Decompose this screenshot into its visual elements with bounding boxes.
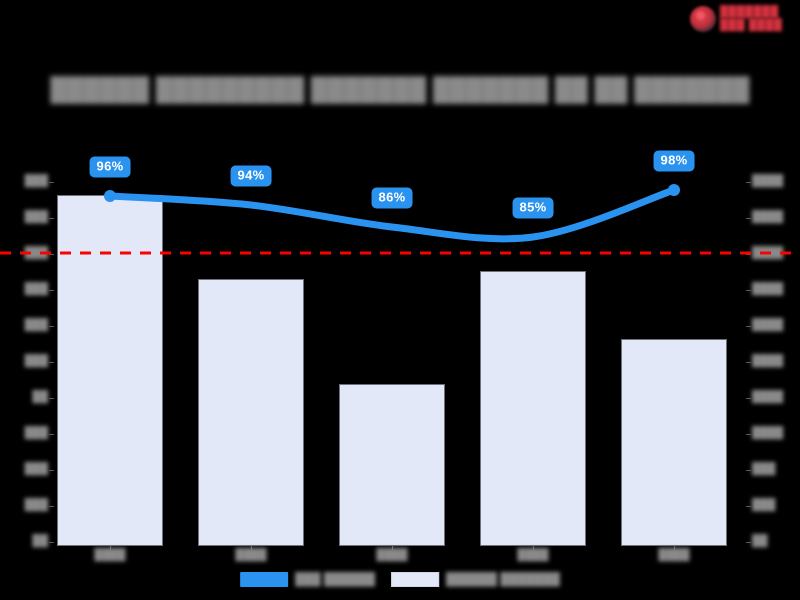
data-label-3: 86% — [371, 187, 413, 209]
x-axis-tick-mark — [674, 545, 675, 550]
left-axis-tick-label: ███ — [24, 463, 48, 475]
x-axis-tick-label: ████ — [658, 549, 690, 561]
left-axis-tick-mark — [49, 398, 54, 399]
legend-line-series[interactable]: ███ ██████ — [240, 572, 375, 587]
right-axis-tick-label: ████ — [752, 211, 784, 223]
right-axis-tick-mark — [746, 362, 751, 363]
data-label-1: 96% — [89, 156, 131, 178]
logo-wordmark-line-1: ███████ — [720, 6, 779, 18]
legend-line-swatch — [240, 572, 289, 587]
left-axis-tick-label: ███ — [24, 427, 48, 439]
data-label-4: 85% — [512, 197, 554, 219]
right-axis-tick-label: ███ — [752, 463, 776, 475]
right-axis-tick-mark — [746, 290, 751, 291]
company-logo: ███████ ███ ████ — [690, 2, 794, 36]
logo-wordmark: ███████ ███ ████ — [720, 7, 782, 31]
trend-line-series — [106, 186, 678, 243]
left-axis-tick-mark — [49, 182, 54, 183]
right-axis-tick-label: ████ — [752, 427, 784, 439]
bar-3[interactable] — [340, 385, 444, 545]
left-axis-tick-mark — [49, 218, 54, 219]
x-axis-tick-label: ████ — [517, 549, 549, 561]
left-axis-tick-mark — [49, 326, 54, 327]
right-axis-tick-label: ████ — [752, 319, 784, 331]
data-label-2: 94% — [230, 165, 272, 187]
right-axis-tick-label: ██ — [752, 535, 768, 547]
bar-2[interactable] — [199, 280, 303, 545]
y-axis-left: ███ ███ ███ ███ ███ ███ ██ ███ ███ ███ ██ — [0, 170, 56, 547]
left-axis-tick-label: ███ — [24, 283, 48, 295]
left-axis-tick-label: ███ — [24, 211, 48, 223]
right-axis-tick-mark — [746, 542, 751, 543]
bar-4[interactable] — [481, 272, 585, 545]
right-axis-tick-mark — [746, 182, 751, 183]
left-axis-tick-mark — [49, 542, 54, 543]
left-axis-tick-label: ███ — [24, 175, 48, 187]
left-axis-tick-label: ███ — [24, 499, 48, 511]
legend-bar-series[interactable]: ██████ ███████ — [391, 572, 560, 587]
legend-label: ██████ ███████ — [446, 572, 560, 586]
right-axis-tick-label: ████ — [752, 391, 784, 403]
left-axis-tick-label: ██ — [32, 535, 48, 547]
right-axis-tick-mark — [746, 470, 751, 471]
right-axis-tick-label: ████ — [752, 175, 784, 187]
left-axis-tick-label: ███ — [24, 319, 48, 331]
left-axis-tick-label: ███ — [24, 355, 48, 367]
logo-wordmark-line-2: ███ ████ — [720, 19, 783, 31]
trend-line-points — [104, 184, 680, 202]
left-axis-tick-mark — [49, 506, 54, 507]
left-axis-tick-mark — [49, 362, 54, 363]
left-axis-tick-mark — [49, 470, 54, 471]
right-axis-tick-mark — [746, 506, 751, 507]
x-axis-tick-mark — [251, 545, 252, 550]
x-axis-tick-mark — [392, 545, 393, 550]
left-axis-tick-mark — [49, 290, 54, 291]
right-axis-tick-mark — [746, 434, 751, 435]
right-axis-tick-label: ███ — [752, 499, 776, 511]
page-title: ██████ █████████ ███████ ███████ ██ ██ █… — [50, 76, 750, 102]
right-axis-tick-label: ████ — [752, 283, 784, 295]
right-axis-tick-mark — [746, 398, 751, 399]
bar-5[interactable] — [622, 340, 726, 545]
legend-bar-swatch — [391, 572, 439, 587]
left-axis-tick-mark — [49, 254, 54, 255]
x-axis-tick-label: ████ — [235, 549, 267, 561]
x-axis-tick-label: ████ — [376, 549, 408, 561]
right-axis-tick-mark — [746, 326, 751, 327]
logo-mark-icon — [690, 6, 716, 32]
right-axis-tick-label: ████ — [752, 355, 784, 367]
x-axis-tick-mark — [533, 545, 534, 550]
trend-line-point[interactable] — [104, 190, 116, 202]
chart-legend: ███ ██████ ██████ ███████ — [240, 572, 560, 587]
x-axis-tick-label: ████ — [94, 549, 126, 561]
trend-line-point[interactable] — [668, 184, 680, 196]
left-axis-tick-label: ██ — [32, 391, 48, 403]
left-axis-tick-mark — [49, 434, 54, 435]
data-label-5: 98% — [653, 150, 695, 172]
x-axis-tick-mark — [110, 545, 111, 550]
right-axis-tick-mark — [746, 218, 751, 219]
left-axis-tick-label: ███ — [24, 247, 48, 259]
legend-label: ███ ██████ — [295, 572, 375, 586]
